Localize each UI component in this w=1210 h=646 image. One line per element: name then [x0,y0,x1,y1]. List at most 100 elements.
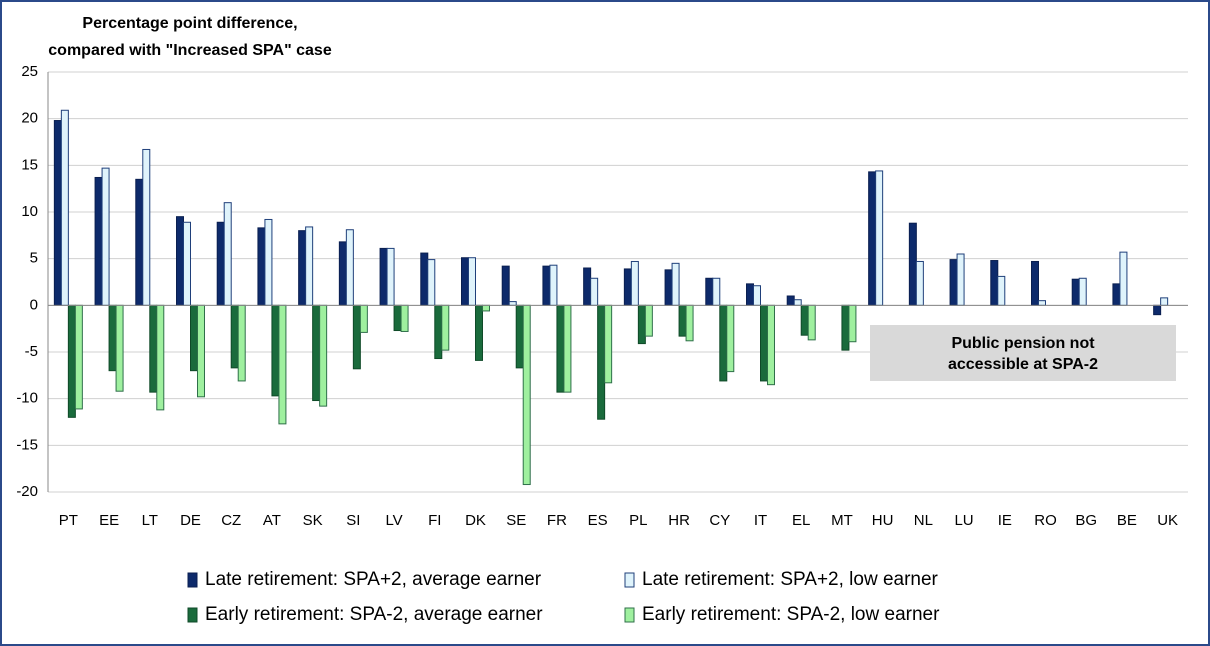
bar [908,222,917,306]
bar [556,304,565,393]
bar [685,304,694,342]
bar [482,304,490,312]
bar [508,301,517,306]
bar [522,304,531,486]
bar [1153,304,1162,316]
x-tick-label: ES [588,512,608,529]
bar [549,264,558,306]
bar [868,171,877,306]
y-tick-label: -10 [16,390,38,407]
bar [915,260,924,306]
x-tick-label: NL [914,512,933,529]
bar [644,304,653,337]
bar [237,304,246,382]
bar [1031,260,1039,306]
bar [990,260,999,306]
bar [597,304,606,420]
x-tick-label: LU [954,512,973,529]
bar [841,304,850,351]
y-tick-label: -20 [16,483,38,500]
bar [400,304,409,332]
bar [800,304,809,336]
bar [1112,283,1121,306]
x-tick-label: AT [263,512,281,529]
bar [746,283,754,306]
bar [359,304,368,333]
legend-label: Late retirement: SPA+2, average earner [205,569,542,590]
bar [223,202,232,306]
bar [997,275,1006,306]
x-tick-label: SE [506,512,526,529]
bar [305,226,314,306]
bar [848,304,857,343]
bar [135,178,144,306]
bar [312,304,321,402]
bar [183,221,191,306]
x-tick-label: IE [998,512,1012,529]
y-tick-label: -15 [16,436,38,453]
x-tick-label: PT [59,512,78,529]
bar [468,257,476,306]
x-tick-label: UK [1157,512,1178,529]
bar [563,304,572,393]
bar [1038,300,1046,306]
legend-swatch [187,572,198,588]
bar [101,167,110,306]
y-tick-label: 5 [30,250,38,267]
bar [338,241,347,306]
y-tick-label: 15 [21,156,38,173]
x-tick-label: CY [709,512,730,529]
x-tick-label: EL [792,512,810,529]
bar [352,304,361,370]
x-tick-label: HU [872,512,894,529]
x-tick-label: CZ [221,512,241,529]
x-tick-label: IT [754,512,767,529]
x-tick-label: HR [668,512,690,529]
chart-title: compared with "Increased SPA" case [48,42,332,59]
bar [475,304,483,361]
x-tick-label: PL [629,512,647,529]
bar [590,277,599,306]
y-tick-label: 20 [21,110,38,127]
bar [230,304,239,369]
bar [257,227,266,306]
bar [501,265,510,306]
bar [760,304,768,382]
bar [793,299,802,306]
x-tick-label: EE [99,512,119,529]
bar [386,247,395,306]
legend-swatch [624,572,635,588]
bar [753,285,761,306]
y-tick-label: -5 [25,343,38,360]
bar [379,247,388,306]
bar [319,304,328,407]
bar [1160,297,1169,306]
bar [875,170,884,306]
x-tick-label: DE [180,512,201,529]
bar [630,260,639,306]
bar [53,120,62,306]
annotation-box [870,325,1176,381]
bar [705,277,714,306]
bar [176,216,184,306]
bar [298,230,307,306]
x-tick-label: DK [465,512,486,529]
bar [1071,278,1080,306]
x-tick-label: MT [831,512,853,529]
legend-label: Early retirement: SPA-2, average earner [205,604,543,625]
y-tick-label: 25 [21,63,38,80]
bar [345,229,354,306]
bar [949,259,958,306]
bar [664,269,673,306]
bar [786,295,795,306]
x-tick-label: BE [1117,512,1137,529]
bar [434,304,443,360]
x-tick-label: FR [547,512,567,529]
bar [726,304,735,373]
bar [678,304,687,337]
bar [156,304,165,411]
bar [604,304,613,384]
bar [719,304,728,382]
bar [216,221,225,306]
